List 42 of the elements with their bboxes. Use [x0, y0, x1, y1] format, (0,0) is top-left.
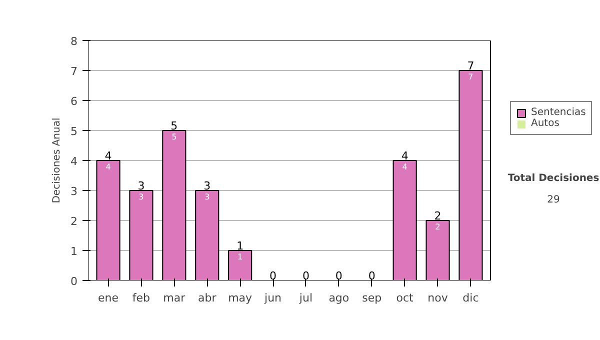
y-tick-label: 4 [70, 155, 78, 168]
legend-label: Sentencias [531, 107, 586, 118]
text: 29 [547, 194, 560, 206]
x-tick-label: sep [362, 292, 382, 304]
x-tick-label: ene [98, 292, 119, 304]
x-tick-label: ago [328, 292, 350, 304]
text: Total Decisiones [508, 173, 600, 184]
x-tick-label: dic [462, 292, 479, 304]
data-label: 5 [172, 132, 177, 142]
total-label: 2 [434, 210, 442, 222]
total-label: 5 [170, 120, 178, 132]
data-label: 3 [204, 192, 210, 202]
y-tick-label: 6 [70, 95, 78, 108]
y-tick-label: 0 [70, 275, 78, 288]
y-tick-label: 2 [70, 215, 78, 228]
total-label: 7 [467, 60, 474, 72]
total-label: 4 [401, 150, 408, 162]
x-tick-label: may [228, 292, 253, 304]
x-tick-label: mar [163, 292, 186, 304]
x-tick-label: abr [198, 292, 217, 304]
legend-label: Autos [531, 118, 560, 129]
y-tick-label: 8 [70, 35, 78, 48]
y-tick-label: 5 [70, 125, 78, 138]
y-tick-label: 3 [70, 185, 78, 198]
total-label: 3 [204, 180, 211, 192]
y-axis-title: Decisiones Anual [52, 118, 62, 204]
x-tick-label: feb [132, 292, 150, 304]
data-label: 1 [238, 252, 243, 262]
y-tick-label: 1 [70, 245, 78, 258]
x-tick-label: jun [264, 292, 282, 304]
data-label: 4 [106, 162, 111, 172]
x-tick-label: jul [298, 292, 313, 304]
data-label: 4 [402, 162, 408, 172]
total-label: 1 [236, 240, 244, 252]
y-tick-label: 7 [70, 65, 78, 78]
data-label: 3 [138, 192, 144, 202]
data-label: 2 [435, 222, 440, 232]
total-label: 3 [138, 180, 145, 192]
data-label: 7 [468, 72, 474, 82]
total-label: 4 [104, 150, 112, 162]
x-tick-label: nov [428, 292, 448, 304]
x-tick-label: oct [396, 292, 414, 304]
